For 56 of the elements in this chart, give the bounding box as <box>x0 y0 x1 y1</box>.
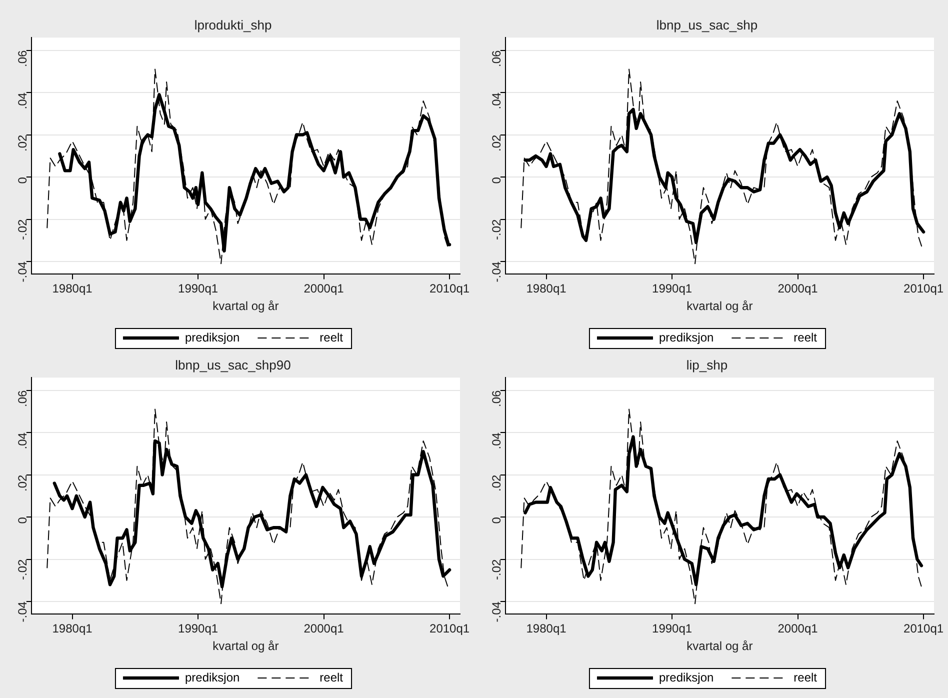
y-tick-label: -.04 <box>16 601 30 622</box>
y-tick-label: .06 <box>16 50 30 67</box>
chart-title: lbnp_us_sac_shp <box>656 17 758 32</box>
y-tick-label: -.02 <box>16 218 30 240</box>
x-tick-label: 1980q1 <box>52 282 93 296</box>
chart-title: lprodukti_shp <box>194 17 272 32</box>
x-tick-label: 2000q1 <box>778 622 818 636</box>
chart-title: lip_shp <box>686 357 728 372</box>
legend-label: reelt <box>320 330 344 344</box>
x-axis-title: kvartal og år <box>686 299 753 314</box>
y-tick-label: .04 <box>16 432 30 450</box>
x-tick-label: 2010q1 <box>904 622 944 636</box>
x-tick-label: 1990q1 <box>652 622 692 636</box>
y-tick-label: .04 <box>490 432 504 450</box>
y-tick-label: -.04 <box>490 261 504 282</box>
y-tick-label: 0 <box>16 516 30 524</box>
y-tick-label: .04 <box>16 92 30 110</box>
y-tick-label: 0 <box>490 516 504 524</box>
x-tick-label: 2010q1 <box>430 282 470 296</box>
x-tick-label: 2000q1 <box>304 282 344 296</box>
x-tick-label: 2010q1 <box>430 622 470 636</box>
y-tick-label: 0 <box>490 176 504 184</box>
legend-label: reelt <box>794 670 818 684</box>
chart-title: lbnp_us_sac_shp90 <box>175 357 291 372</box>
y-tick-label: -.02 <box>490 558 504 580</box>
x-axis-title: kvartal og år <box>686 639 753 654</box>
y-tick-label: .02 <box>490 474 504 492</box>
y-tick-label: .02 <box>16 134 30 152</box>
legend-label: prediksjon <box>658 670 714 684</box>
x-tick-label: 2010q1 <box>904 282 944 296</box>
x-axis-title: kvartal og år <box>212 299 279 314</box>
legend-label: reelt <box>320 670 344 684</box>
y-tick-label: .02 <box>490 134 504 152</box>
x-tick-label: 1990q1 <box>652 282 692 296</box>
x-tick-label: 1990q1 <box>178 622 218 636</box>
y-tick-label: -.04 <box>490 601 504 622</box>
x-tick-label: 2000q1 <box>778 282 818 296</box>
legend-label: prediksjon <box>184 330 240 344</box>
y-tick-label: 0 <box>16 176 30 184</box>
y-tick-label: .04 <box>490 92 504 110</box>
x-tick-label: 2000q1 <box>304 622 344 636</box>
y-tick-label: .02 <box>16 474 30 492</box>
y-tick-label: -.04 <box>16 261 30 282</box>
x-tick-label: 1980q1 <box>526 282 567 296</box>
x-axis-title: kvartal og år <box>212 639 279 654</box>
legend-label: prediksjon <box>184 670 240 684</box>
y-tick-label: .06 <box>490 390 504 407</box>
y-tick-label: -.02 <box>490 218 504 240</box>
y-tick-label: -.02 <box>16 558 30 580</box>
legend-label: reelt <box>794 330 818 344</box>
x-tick-label: 1980q1 <box>526 622 567 636</box>
legend-label: prediksjon <box>658 330 714 344</box>
x-tick-label: 1990q1 <box>178 282 218 296</box>
y-tick-label: .06 <box>16 390 30 407</box>
x-tick-label: 1980q1 <box>52 622 93 636</box>
y-tick-label: .06 <box>490 50 504 67</box>
